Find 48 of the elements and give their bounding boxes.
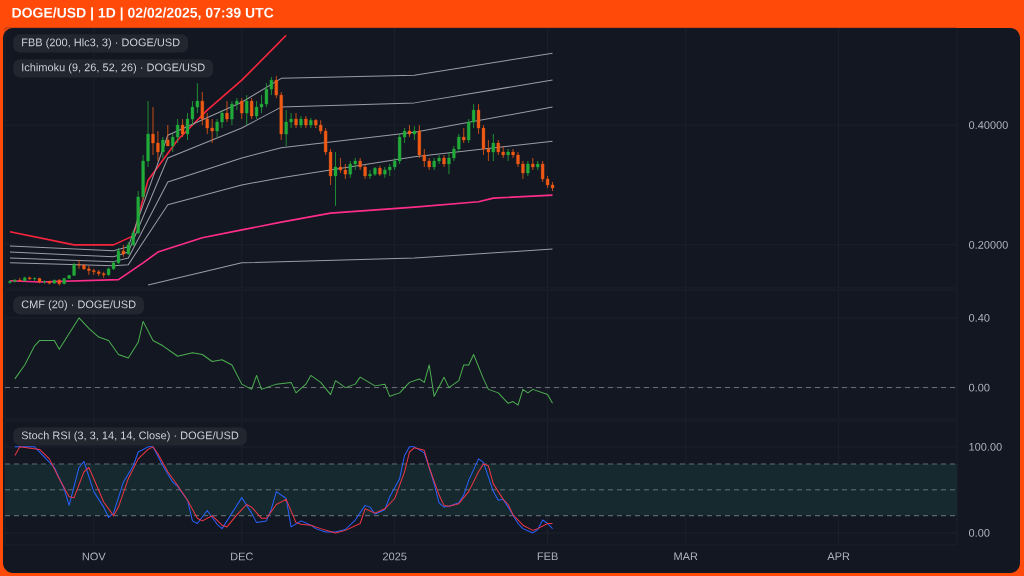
x-tick-label: NOV bbox=[82, 552, 106, 561]
line-series bbox=[9, 140, 554, 267]
chart-title: DOGE/USD | 1D | 02/02/2025, 07:39 UTC bbox=[12, 7, 274, 21]
candlestick bbox=[32, 276, 37, 282]
candlestick bbox=[57, 278, 61, 286]
y-tick-label: 0.40 bbox=[968, 314, 990, 322]
candlestick bbox=[491, 133, 495, 162]
candlestick bbox=[37, 277, 42, 284]
candlestick bbox=[62, 277, 66, 285]
candlestick bbox=[338, 157, 343, 174]
annotation: FBB (200, Hlc3, 3) · DOGE/USD bbox=[22, 38, 180, 49]
candlestick bbox=[407, 124, 412, 138]
line-series bbox=[9, 52, 554, 252]
candlestick bbox=[180, 118, 185, 138]
annotation: Stoch RSI (3, 3, 14, 14, Close) · DOGE/USD bbox=[21, 431, 239, 442]
x-tick-label: 2025 bbox=[383, 552, 407, 561]
x-tick-label: MAR bbox=[674, 552, 698, 561]
candlestick bbox=[250, 97, 254, 120]
candlestick bbox=[309, 117, 313, 129]
candlestick bbox=[531, 157, 535, 171]
candlestick bbox=[121, 244, 126, 258]
line-series bbox=[147, 248, 554, 286]
line-series bbox=[9, 194, 554, 283]
y-tick-label: 0.40000 bbox=[968, 121, 1008, 129]
candlestick bbox=[23, 276, 27, 282]
x-tick-label: DEC bbox=[231, 552, 253, 561]
candlestick bbox=[240, 97, 244, 120]
y-tick-label: 100.00 bbox=[969, 442, 1002, 451]
candlestick bbox=[333, 151, 338, 207]
candlestick bbox=[47, 280, 52, 285]
candlestick bbox=[412, 125, 417, 141]
candlestick bbox=[536, 160, 540, 171]
x-tick-label: FEB bbox=[537, 552, 558, 561]
annotation: Ichimoku (9, 26, 52, 26) · DOGE/USD bbox=[22, 63, 205, 74]
candlestick bbox=[462, 127, 466, 144]
line-series bbox=[14, 317, 554, 406]
candlestick bbox=[166, 124, 170, 147]
annotation: CMF (20) · DOGE/USD bbox=[21, 300, 136, 311]
y-tick-label: 0.20000 bbox=[968, 240, 1008, 249]
candlestick bbox=[52, 279, 56, 285]
y-tick-label: 0.00 bbox=[968, 383, 990, 392]
line-series bbox=[9, 106, 554, 263]
line-series bbox=[9, 79, 554, 258]
candlestick bbox=[42, 279, 47, 285]
x-tick-label: APR bbox=[827, 552, 850, 561]
y-tick-label: 0.00 bbox=[968, 529, 990, 537]
line-series bbox=[9, 34, 287, 246]
candlestick bbox=[245, 94, 249, 126]
